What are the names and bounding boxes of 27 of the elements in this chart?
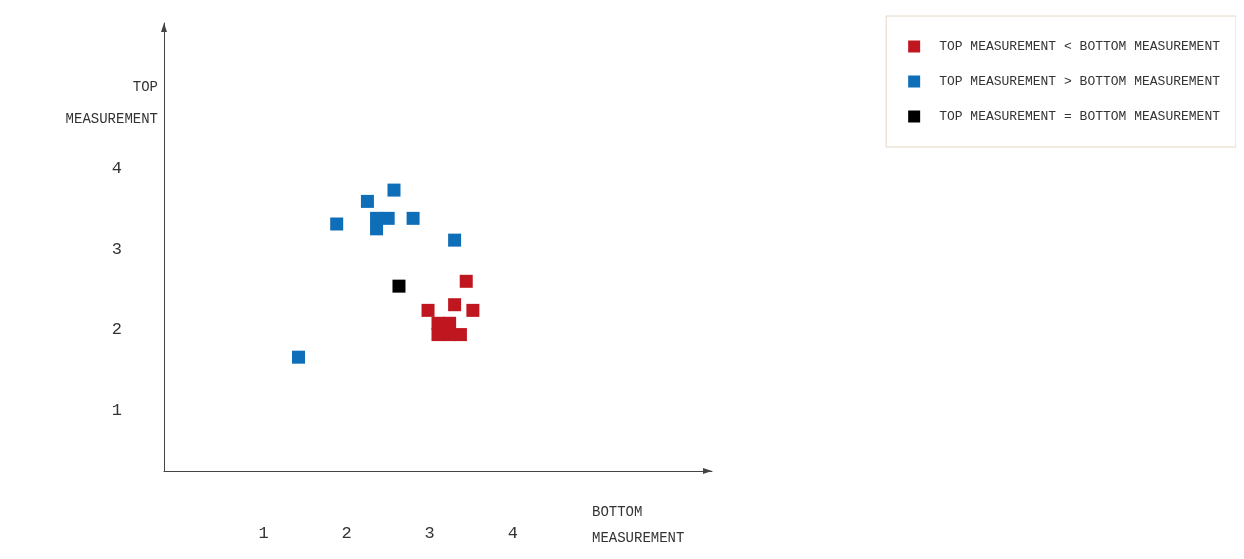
point <box>448 298 462 312</box>
x-axis-title: BOTTOM MEASUREMENT <box>592 504 685 546</box>
point <box>392 279 406 293</box>
x-tick-label: 4 <box>507 524 518 543</box>
point <box>370 222 384 236</box>
x-tick-label: 2 <box>341 524 352 543</box>
point <box>406 211 420 225</box>
point <box>360 194 374 208</box>
legend-label: TOP MEASUREMENT = BOTTOM MEASUREMENT <box>939 109 1221 124</box>
y-tick-label: 3 <box>111 239 122 259</box>
point <box>466 303 480 317</box>
y-tick-label: 1 <box>111 400 122 420</box>
y-axis-title: TOP MEASUREMENT <box>65 79 158 127</box>
point <box>448 233 462 247</box>
point <box>387 183 401 197</box>
y-tick-label: 2 <box>111 320 122 340</box>
legend-label: TOP MEASUREMENT < BOTTOM MEASUREMENT <box>939 39 1221 54</box>
y-tick-label: 4 <box>111 158 122 178</box>
point <box>453 328 467 342</box>
point <box>381 211 395 225</box>
point <box>292 350 306 364</box>
point <box>330 217 344 231</box>
x-tick-label: 3 <box>424 524 435 543</box>
x-tick-label: 1 <box>258 524 269 543</box>
legend-label: TOP MEASUREMENT > BOTTOM MEASUREMENT <box>939 74 1221 89</box>
point <box>459 274 473 288</box>
point <box>421 303 435 317</box>
